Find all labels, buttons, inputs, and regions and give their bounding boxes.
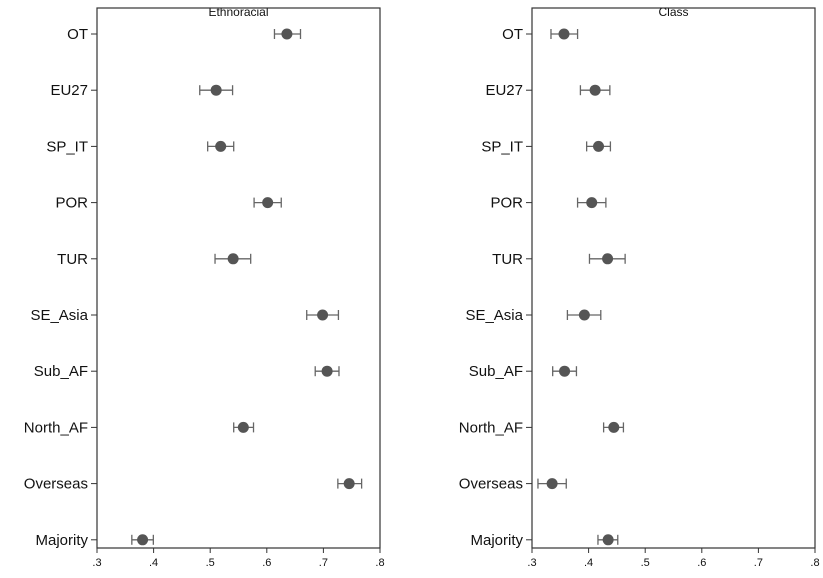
data-point	[589, 84, 601, 96]
y-tick-label: SE_Asia	[30, 307, 88, 324]
data-point	[602, 253, 614, 265]
x-tick-label: .8	[810, 557, 819, 569]
x-tick-label: .5	[206, 557, 215, 569]
data-point	[546, 478, 558, 490]
y-tick-label: Overseas	[459, 476, 523, 493]
data-point	[558, 28, 570, 40]
x-tick-label: .6	[262, 557, 271, 569]
y-tick-label: SE_Asia	[465, 307, 523, 324]
data-point	[215, 140, 227, 152]
data-point	[262, 197, 274, 209]
y-tick-label: TUR	[492, 251, 523, 268]
y-tick-label: Majority	[35, 532, 88, 549]
y-tick-label: OT	[67, 26, 88, 43]
panel-title: Ethnoracial	[208, 5, 268, 19]
plot-frame	[531, 7, 816, 549]
panel-title: Class	[658, 5, 688, 19]
y-tick-label: TUR	[57, 251, 88, 268]
y-tick-label: POR	[490, 195, 523, 212]
panel-0: Ethnoracial OT EU27 SP_IT POR TUR SE_Asia Sub_A…	[24, 5, 385, 569]
data-point	[578, 309, 590, 321]
x-tick-label: .6	[697, 557, 706, 569]
x-tick-label: .4	[584, 557, 593, 569]
x-tick-label: .5	[641, 557, 650, 569]
plot-frame	[96, 7, 381, 549]
y-tick-label: SP_IT	[46, 138, 88, 155]
y-tick-label: SP_IT	[481, 138, 523, 155]
data-point	[281, 28, 293, 40]
y-tick-label: North_AF	[24, 419, 88, 436]
data-point	[559, 365, 571, 377]
y-tick-label: Sub_AF	[469, 363, 523, 380]
data-point	[593, 140, 605, 152]
data-point	[321, 365, 333, 377]
data-point	[343, 478, 355, 490]
y-tick-label: Overseas	[24, 476, 88, 493]
x-tick-label: .8	[375, 557, 384, 569]
data-point	[237, 421, 249, 433]
data-point	[137, 534, 149, 546]
data-point	[210, 84, 222, 96]
data-point	[586, 197, 598, 209]
y-tick-label: OT	[502, 26, 523, 43]
y-tick-label: EU27	[485, 82, 523, 99]
y-tick-label: North_AF	[459, 419, 523, 436]
data-point	[227, 253, 239, 265]
data-point	[317, 309, 329, 321]
data-point	[608, 421, 620, 433]
x-tick-label: .3	[527, 557, 536, 569]
y-tick-label: Majority	[470, 532, 523, 549]
y-tick-label: POR	[55, 195, 88, 212]
x-tick-label: .4	[149, 557, 158, 569]
y-tick-label: Sub_AF	[34, 363, 88, 380]
x-tick-label: .7	[319, 557, 328, 569]
data-point	[602, 534, 614, 546]
y-tick-label: EU27	[50, 82, 88, 99]
panel-1: Class OT EU27 SP_IT POR TUR SE_Asia Sub_AF North…	[459, 5, 820, 569]
x-tick-label: .7	[754, 557, 763, 569]
x-tick-label: .3	[92, 557, 101, 569]
